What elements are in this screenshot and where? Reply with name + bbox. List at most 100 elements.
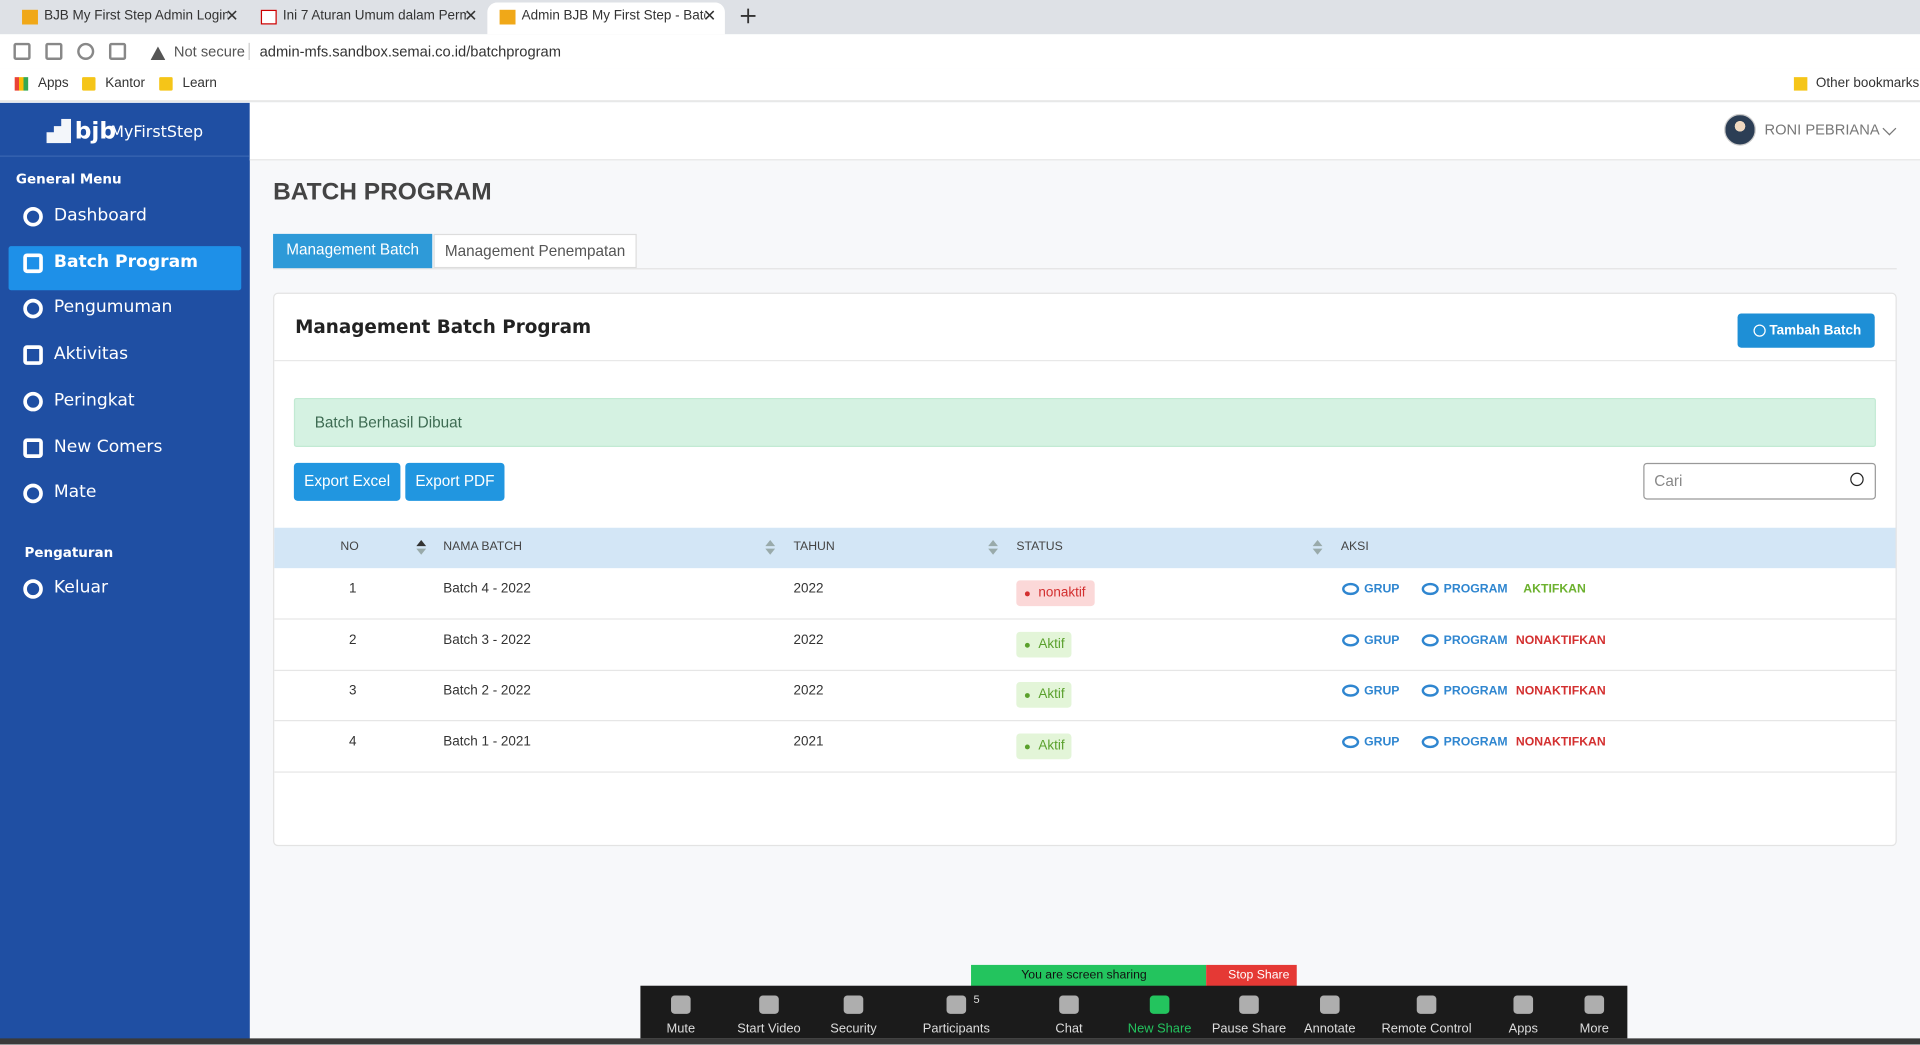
- table-header: [274, 527, 1896, 569]
- toolbar-icon[interactable]: [843, 995, 864, 1014]
- card: [273, 292, 1897, 847]
- tab-close[interactable]: ✕: [225, 6, 239, 25]
- sort-icon[interactable]: [1312, 539, 1323, 555]
- tab-close[interactable]: ✕: [702, 6, 717, 25]
- cell-no: 1: [348, 581, 357, 597]
- sharing-text: You are screen sharing: [1021, 968, 1147, 983]
- toolbar-icon[interactable]: [1239, 995, 1259, 1014]
- toolbar-icon[interactable]: [1059, 995, 1079, 1014]
- row-divider: [274, 618, 1896, 620]
- tab-title: Admin BJB My First Step - Batch: [521, 8, 706, 24]
- menu-item[interactable]: Keluar: [53, 577, 109, 598]
- sort-icon[interactable]: [765, 539, 776, 555]
- toolbar-icon[interactable]: [946, 995, 967, 1014]
- menu-item[interactable]: Pengumuman: [53, 298, 173, 318]
- menu-item[interactable]: Aktivitas: [53, 344, 129, 364]
- tab-title: BJB My First Step Admin Login: [44, 8, 228, 24]
- page-title: BATCH PROGRAM: [273, 178, 492, 206]
- bookmark[interactable]: Kantor: [105, 75, 146, 91]
- nav-back[interactable]: [13, 42, 31, 61]
- taskbar: [0, 1038, 1920, 1045]
- menu-icon: [23, 579, 43, 599]
- menu-item[interactable]: Mate: [53, 482, 97, 503]
- card-title: Management Batch Program: [295, 315, 592, 338]
- menu-item[interactable]: Batch Program: [53, 251, 199, 272]
- row-action[interactable]: GRUP: [1364, 684, 1400, 699]
- bookmark-icon: [159, 77, 173, 91]
- toolbar-icon[interactable]: [1584, 995, 1605, 1014]
- menu-item[interactable]: Dashboard: [53, 205, 147, 226]
- row-action[interactable]: GRUP: [1364, 736, 1400, 750]
- search-box[interactable]: [1643, 462, 1876, 500]
- add-icon: [1753, 324, 1766, 337]
- user-avatar[interactable]: [1724, 113, 1756, 146]
- tab-favicon: [260, 9, 277, 25]
- nav-forward[interactable]: [45, 42, 63, 61]
- menu-icon: [23, 299, 43, 319]
- menu-icon: [23, 253, 43, 273]
- status-dot: [1024, 693, 1030, 699]
- status-dot: [1024, 744, 1030, 750]
- page-tab[interactable]: Management Batch: [273, 233, 433, 269]
- toolbar-icon[interactable]: [1416, 995, 1437, 1014]
- new-tab[interactable]: [740, 6, 757, 26]
- bookmark[interactable]: Learn: [182, 75, 217, 91]
- row-action[interactable]: GRUP: [1364, 633, 1400, 648]
- column-header: NO: [340, 540, 359, 554]
- row-action[interactable]: AKTIFKAN: [1523, 582, 1586, 597]
- toolbar-icon[interactable]: [1513, 995, 1534, 1014]
- menu-item[interactable]: New Comers: [53, 436, 163, 457]
- row-action[interactable]: PROGRAM: [1443, 633, 1508, 648]
- menu-item[interactable]: Peringkat: [53, 390, 135, 410]
- user-name[interactable]: RONI PEBRIANA: [1764, 121, 1880, 139]
- eye-icon: [1342, 633, 1360, 647]
- cell-name: Batch 2 - 2022: [443, 683, 531, 699]
- toolbar-icon[interactable]: [759, 995, 779, 1014]
- cell-year: 2022: [793, 683, 824, 699]
- eye-icon: [1342, 684, 1360, 698]
- sort-icon[interactable]: [988, 539, 998, 555]
- menu-icon: [23, 391, 43, 412]
- bookmark[interactable]: Apps: [37, 75, 69, 91]
- row-action[interactable]: GRUP: [1364, 582, 1400, 597]
- toolbar-icon[interactable]: [671, 995, 691, 1014]
- row-action[interactable]: PROGRAM: [1443, 736, 1508, 750]
- menu-section: Pengaturan: [24, 544, 114, 561]
- toolbar-label: New Share: [1127, 1021, 1192, 1036]
- row-action[interactable]: PROGRAM: [1443, 684, 1508, 699]
- toolbar-label: Security: [830, 1021, 877, 1036]
- bookmarks-bar: [0, 68, 1920, 102]
- export-button[interactable]: Export Excel: [293, 462, 401, 501]
- row-action[interactable]: NONAKTIFKAN: [1515, 684, 1606, 699]
- tab-favicon: [499, 9, 516, 25]
- brand-divider: [0, 155, 250, 157]
- home[interactable]: [108, 42, 127, 61]
- row-action[interactable]: NONAKTIFKAN: [1515, 633, 1606, 648]
- stop-share[interactable]: Stop Share: [1206, 964, 1297, 987]
- page-tab[interactable]: Management Penempatan: [433, 233, 637, 269]
- tab-close[interactable]: ✕: [464, 6, 478, 25]
- status-dot: [1024, 591, 1030, 597]
- brand-name: bjb: [74, 117, 116, 145]
- reload[interactable]: [77, 42, 95, 61]
- row-action[interactable]: NONAKTIFKAN: [1515, 736, 1606, 750]
- toolbar-icon[interactable]: [1149, 995, 1170, 1014]
- status-text: Aktif: [1038, 738, 1065, 754]
- url[interactable]: admin-mfs.sandbox.semai.co.id/batchprogr…: [259, 42, 561, 61]
- menu-active: [8, 245, 242, 290]
- row-divider: [274, 720, 1896, 722]
- row-action[interactable]: PROGRAM: [1443, 582, 1508, 597]
- eye-icon: [1342, 736, 1360, 749]
- export-button[interactable]: Export PDF: [405, 462, 505, 501]
- browser-tab[interactable]: [487, 2, 725, 35]
- security-label: Not secure: [173, 42, 245, 61]
- toolbar-label: Annotate: [1304, 1021, 1356, 1036]
- tabs-line: [273, 268, 1897, 270]
- sort-icon[interactable]: [416, 539, 427, 555]
- other-bookmarks[interactable]: Other bookmarks: [1815, 75, 1920, 91]
- menu-icon: [23, 206, 43, 227]
- toolbar-icon[interactable]: [1320, 995, 1340, 1014]
- toolbar-label: Apps: [1508, 1021, 1538, 1036]
